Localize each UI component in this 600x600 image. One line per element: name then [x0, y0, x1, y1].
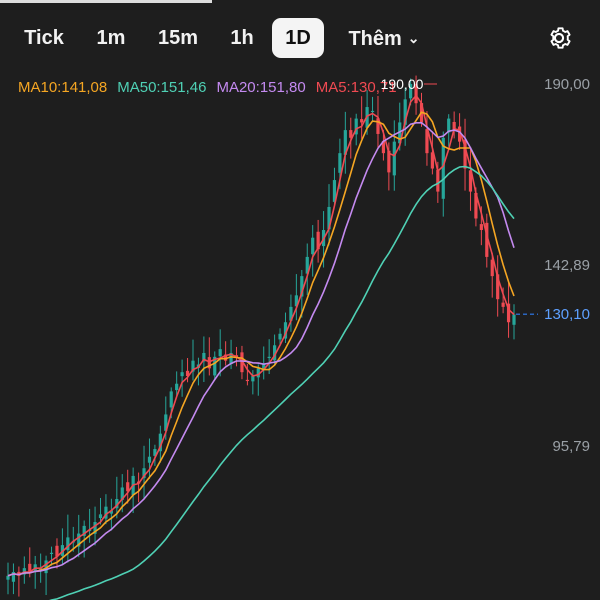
candle	[218, 329, 222, 377]
candle	[430, 131, 434, 175]
peak-price-label: 190,00	[381, 76, 424, 92]
legend-ma20: MA20:151,80	[216, 79, 306, 96]
candle	[22, 556, 26, 584]
moving-average-lines	[7, 94, 515, 600]
candle	[158, 425, 162, 463]
candle	[98, 497, 103, 525]
tab-1m[interactable]: 1m	[96, 27, 126, 49]
candle	[447, 114, 451, 147]
candle	[425, 111, 429, 166]
candle	[126, 469, 130, 504]
candle	[196, 357, 201, 386]
ma20-line	[7, 122, 515, 577]
candle	[224, 341, 228, 366]
candle	[104, 494, 108, 525]
loading-progress-bar	[0, 0, 212, 3]
candle	[88, 508, 92, 543]
candle	[485, 213, 489, 268]
legend-ma5: MA5:130,71	[315, 79, 397, 96]
candle	[278, 328, 282, 345]
y-tick-label: 142,89	[544, 257, 590, 274]
candles-group	[6, 75, 516, 597]
candle	[283, 312, 288, 343]
candle	[452, 111, 456, 139]
candle	[175, 371, 179, 396]
candle	[294, 274, 298, 321]
chevron-down-icon: ⌄	[407, 30, 420, 46]
candle	[131, 467, 135, 514]
candle	[251, 370, 255, 395]
candle	[55, 538, 59, 569]
candle	[370, 96, 375, 122]
candle	[44, 555, 48, 596]
candle	[327, 184, 331, 246]
candle	[142, 445, 146, 500]
candle	[153, 444, 157, 466]
candle	[343, 111, 347, 174]
candle	[349, 117, 353, 159]
candle	[49, 546, 54, 566]
candle	[213, 351, 217, 380]
candle	[245, 364, 249, 386]
candle	[136, 472, 141, 503]
candle	[77, 514, 81, 558]
candle	[66, 514, 70, 563]
tab-15m[interactable]: 15m	[157, 27, 199, 49]
candle	[305, 243, 309, 295]
candle	[240, 345, 244, 380]
candle	[180, 359, 184, 397]
candle	[360, 96, 364, 139]
moving-average-legend: MA10:141,08 MA50:151,46 MA20:151,80 MA5:130…	[18, 79, 407, 96]
candle	[273, 334, 277, 366]
price-markers: 190,00 130,10	[381, 76, 590, 323]
ma50-line	[49, 165, 515, 600]
tab-more-label: Thêm	[348, 28, 402, 50]
candle	[147, 438, 152, 479]
candle	[17, 566, 21, 597]
candle	[468, 148, 473, 211]
candle	[262, 346, 266, 380]
timeframe-toolbar: Tick 1m 15m 1h 1D Thêm ⌄	[0, 0, 600, 74]
candlestick-chart[interactable]: 190,00 142,89 95,79 190,00 130,10	[0, 72, 600, 600]
candle	[496, 255, 500, 317]
candle	[256, 364, 260, 396]
tab-tick[interactable]: Tick	[24, 27, 64, 49]
candle	[11, 563, 16, 595]
candle	[289, 294, 293, 332]
ma5-line	[7, 94, 515, 577]
candle	[267, 339, 271, 375]
candle	[115, 476, 119, 519]
candle	[109, 498, 113, 531]
tab-more[interactable]: Thêm ⌄	[336, 18, 432, 58]
candle	[490, 252, 494, 298]
candle	[191, 339, 195, 381]
candle	[316, 219, 320, 263]
candle	[463, 118, 467, 191]
price-axis: 190,00 142,89 95,79	[544, 76, 590, 455]
gear-icon[interactable]	[545, 24, 573, 52]
legend-ma50: MA50:151,46	[117, 79, 207, 96]
candle	[311, 225, 315, 277]
tab-1h[interactable]: 1h	[230, 27, 254, 49]
ma10-line	[7, 111, 515, 577]
y-tick-label: 95,79	[552, 438, 590, 455]
last-price-label: 130,10	[544, 306, 590, 323]
tab-1d[interactable]: 1D	[272, 18, 324, 58]
candle	[332, 167, 337, 208]
y-tick-label: 190,00	[544, 76, 590, 93]
legend-ma10: MA10:141,08	[18, 79, 108, 96]
candle	[512, 304, 516, 340]
candle	[6, 562, 10, 595]
candle	[207, 337, 211, 376]
